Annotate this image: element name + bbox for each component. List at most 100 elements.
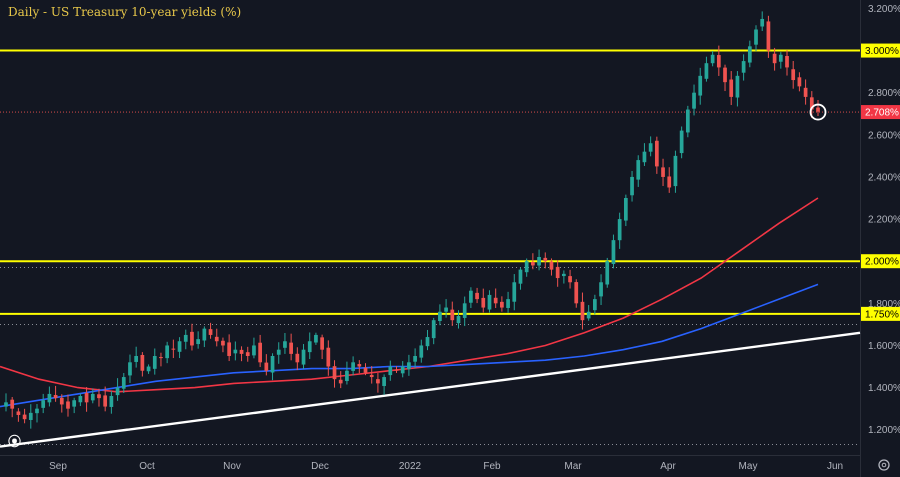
candle-body [41,400,46,408]
candle-body [692,92,696,109]
candle [221,337,225,353]
candle [407,354,411,376]
candle [444,299,448,318]
candle [326,340,331,376]
candle-body [747,46,752,63]
candle-body [617,219,622,241]
tradingview-logo-icon: ⦿ [8,434,21,449]
candle-body [221,340,225,346]
x-tick-label: 2022 [399,461,422,472]
candle [710,50,715,67]
candle [140,352,145,377]
level-price-label: 1.750% [865,309,899,320]
candle [66,394,70,417]
candle-body [59,397,64,405]
chart-title: Daily - US Treasury 10-year yields (%) [8,5,241,19]
candle [171,339,176,359]
candle [785,50,789,76]
candle-body [586,311,591,319]
candle [363,363,368,376]
candle [183,329,188,350]
candle [704,56,709,82]
candle [605,257,610,288]
candle-body [754,29,758,45]
candle [506,291,510,313]
candle [289,333,293,361]
candle-body [183,334,188,342]
candle-body [704,63,709,79]
candle [214,328,219,347]
candle-body [320,337,324,350]
candle-body [568,276,572,283]
candle [400,361,405,378]
candle-body [679,130,684,154]
price-axis[interactable]: 1.200% 1.400% 1.600% 1.800% 2.000% 2.200% 2.40… [861,4,900,436]
candle-body [202,328,207,341]
candle-body [227,342,232,356]
candle-body [599,282,603,297]
y-tick-label: 1.200% [868,425,900,436]
candle [345,361,349,385]
candle-body [475,292,479,300]
candle-body [382,377,386,387]
candle-body [258,342,262,363]
candle [301,344,306,370]
candle-body [661,167,665,177]
candle [103,386,108,412]
grid [0,0,861,477]
candle [314,332,318,345]
candle-body [469,290,473,303]
candle [729,71,734,106]
y-tick-label: 1.400% [868,383,900,394]
candle-body [177,341,182,352]
candle [636,155,641,187]
candle [580,292,585,330]
candle [109,390,114,414]
level-price-label: 2.000% [865,257,899,268]
candle-body [66,401,70,409]
y-tick-label: 3.200% [868,4,900,15]
candle-body [369,374,374,378]
candle-body [456,315,461,324]
candle [121,372,126,393]
candle [723,64,727,92]
candle [803,79,808,105]
candle-body [611,240,616,265]
candle-body [450,309,455,321]
candle-body [72,400,77,407]
settings-gear-icon[interactable] [878,459,890,471]
candle-body [400,366,405,374]
candle [332,360,337,388]
candle-body [326,347,331,367]
candle-body [146,366,151,372]
candle-body [518,269,523,284]
candle-body [785,55,789,68]
candle [493,288,498,309]
candle [475,287,479,304]
candle [35,404,39,423]
candle [778,52,783,69]
candle-body [159,357,163,359]
candle [531,253,535,270]
candle [698,67,703,105]
candle-body [376,379,380,384]
candle [512,274,517,311]
time-axis[interactable]: Sep Oct Nov Dec 2022 Feb Mar Apr May Jun ⦿ [8,434,843,472]
candle-body [16,411,21,415]
candle-body [276,349,281,355]
y-tick-label: 2.600% [868,130,900,141]
candle-body [196,339,201,345]
candle-body [190,331,194,346]
x-tick-label: Dec [311,461,329,472]
candle [487,290,492,313]
candle-body [109,396,114,407]
candle-body [97,394,101,399]
candle-body [35,408,39,414]
candles [4,11,820,429]
candle [431,317,436,345]
candle-body [778,54,783,62]
candle-body [214,336,219,342]
candle-body [394,369,399,371]
candle-body [53,394,58,399]
candle [152,348,157,375]
